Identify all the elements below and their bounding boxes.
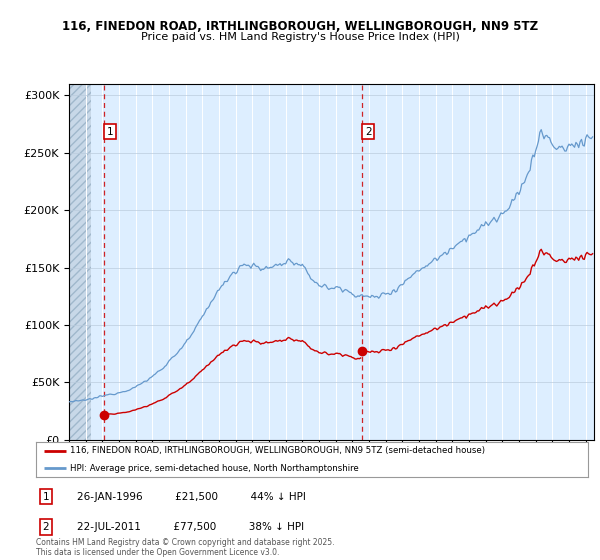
Text: 116, FINEDON ROAD, IRTHLINGBOROUGH, WELLINGBOROUGH, NN9 5TZ: 116, FINEDON ROAD, IRTHLINGBOROUGH, WELL… — [62, 20, 538, 32]
Bar — [69, 84, 91, 440]
Text: 1: 1 — [43, 492, 49, 502]
Text: 1: 1 — [107, 127, 113, 137]
Text: Price paid vs. HM Land Registry's House Price Index (HPI): Price paid vs. HM Land Registry's House … — [140, 32, 460, 43]
Text: 2: 2 — [365, 127, 371, 137]
Text: 22-JUL-2011          £77,500          38% ↓ HPI: 22-JUL-2011 £77,500 38% ↓ HPI — [77, 522, 305, 532]
Text: 26-JAN-1996          £21,500          44% ↓ HPI: 26-JAN-1996 £21,500 44% ↓ HPI — [77, 492, 306, 502]
Text: 2: 2 — [43, 522, 49, 532]
Bar — [69, 84, 91, 440]
Text: HPI: Average price, semi-detached house, North Northamptonshire: HPI: Average price, semi-detached house,… — [70, 464, 359, 473]
Text: Contains HM Land Registry data © Crown copyright and database right 2025.
This d: Contains HM Land Registry data © Crown c… — [36, 538, 335, 557]
Text: 116, FINEDON ROAD, IRTHLINGBOROUGH, WELLINGBOROUGH, NN9 5TZ (semi-detached house: 116, FINEDON ROAD, IRTHLINGBOROUGH, WELL… — [70, 446, 485, 455]
